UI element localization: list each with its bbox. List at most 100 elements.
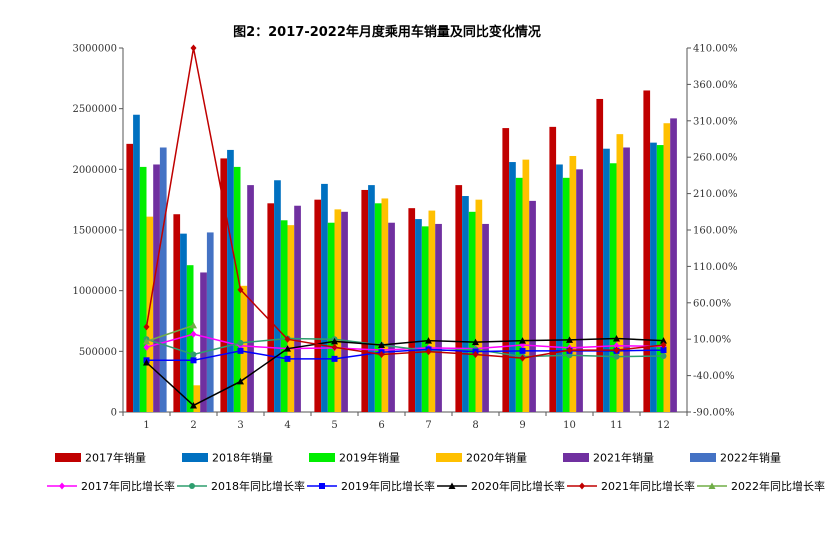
bar [139,166,147,412]
line-point [143,343,150,351]
y-tick-label: 1500000 [72,226,117,237]
y-tick-label: 500000 [79,347,117,358]
line-point [708,482,716,489]
bar [173,214,181,412]
x-tick-label: 10 [563,420,576,431]
bar [159,147,167,412]
y2-tick-label: 60.00% [693,298,731,309]
bar [180,233,187,412]
bar [374,203,382,412]
bar [368,185,375,412]
line-point [579,482,585,490]
bar [656,145,664,413]
series-line [145,47,664,359]
bar [247,185,254,412]
line-point [284,345,291,352]
x-tick-label: 5 [331,420,337,431]
legend-label: 2021年同比增长率 [601,479,695,493]
line-point [566,346,573,354]
line-point [190,321,197,329]
bar [133,114,140,412]
series-line [146,324,194,343]
line-point [331,337,338,345]
line-point [660,341,667,349]
legend-label: 2019年同比增长率 [341,479,435,493]
bar [220,158,228,412]
bar [233,166,241,412]
legend-label: 2019年销量 [339,451,400,465]
bar [482,223,489,412]
legend-label: 2022年同比增长率 [731,479,825,493]
bar [146,216,154,412]
bar-series [126,90,677,413]
line-point [190,330,197,338]
x-tick-label: 2 [190,420,196,431]
y-tick-label: 1000000 [72,286,117,297]
legend-swatch [55,453,81,462]
legend-label: 2020年销量 [466,451,527,465]
bar [515,177,523,412]
x-tick-label: 12 [657,420,670,431]
x-tick-label: 1 [143,420,149,431]
line-point [190,401,197,409]
bar [596,98,604,413]
line-point [472,350,479,358]
bar [475,199,483,412]
bar [415,219,422,412]
line-point [237,339,244,346]
legend-label: 2017年销量 [85,451,146,465]
line-point [143,358,150,366]
x-tick-label: 8 [472,420,478,431]
bar [609,163,617,412]
bar [381,198,389,412]
chart-title: 图2：2017-2022年月度乘用车销量及同比变化情况 [233,24,541,40]
bar [186,265,194,412]
line-point [378,350,385,358]
y-tick-label: 2500000 [72,104,117,115]
bar [280,220,288,412]
line-point [660,347,667,354]
bar [643,90,651,412]
x-tick-label: 9 [519,420,525,431]
legend-swatch [690,453,716,462]
bar [462,196,469,412]
line-point [378,341,385,349]
bar [193,385,201,412]
bar [569,155,577,412]
bar [421,226,429,412]
y2-tick-label: 310.00% [693,116,738,127]
bar [267,203,275,412]
bar [153,164,160,412]
line-point [143,323,150,331]
x-tick-label: 4 [284,420,290,431]
y2-tick-label: 260.00% [693,153,738,164]
bar [468,211,476,412]
y-tick-label: 3000000 [72,44,117,55]
y2-tick-label: 410.00% [693,44,738,55]
bar [334,209,342,412]
line-point [660,352,667,359]
bar [388,222,395,412]
y2-tick-label: 160.00% [693,226,738,237]
legend-label: 2022年销量 [720,451,781,465]
line-point [519,354,526,362]
bar [126,143,134,412]
bar [650,142,657,412]
line-point [190,357,197,364]
line-point [613,346,620,354]
line-point [519,347,526,354]
line-point [190,44,197,52]
line-point [425,337,432,344]
line-point [613,334,620,342]
bar [206,232,214,412]
bar [562,177,570,412]
bar [428,210,436,412]
bar [240,285,248,412]
axes: 0 500000 1000000 1500000 2000000 2500000 30000… [72,44,737,432]
x-tick-label: 7 [425,420,431,431]
y-tick-label: 2000000 [72,165,117,176]
bar [200,272,207,412]
bar [556,164,563,412]
bar [623,147,630,412]
line-point [660,337,667,344]
